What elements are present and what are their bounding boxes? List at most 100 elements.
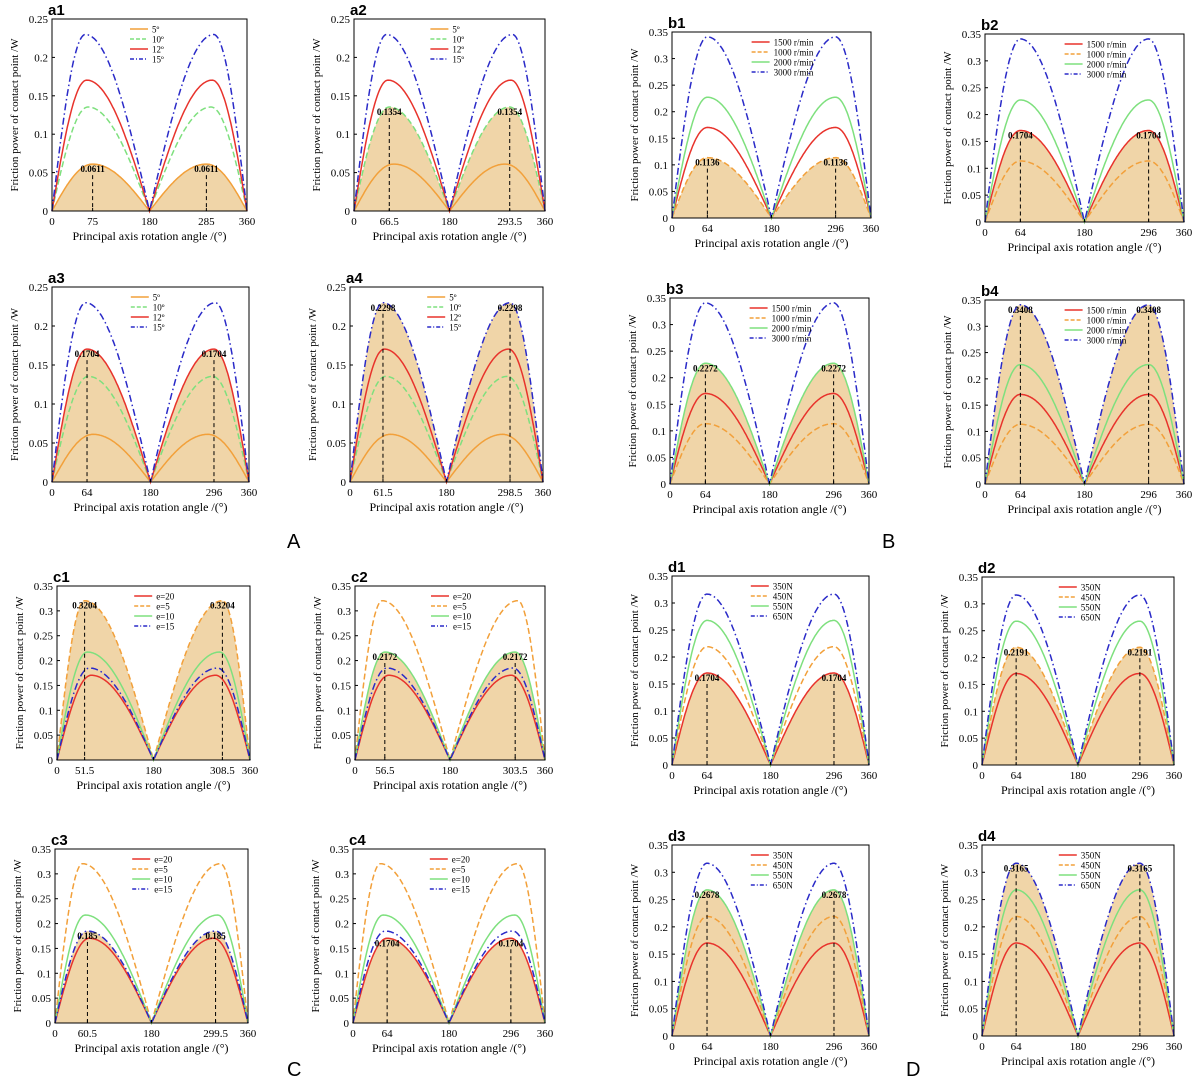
ytick-label-b1-0: 0 <box>663 213 669 225</box>
peak-label-b1-0: 0.1136 <box>695 158 720 168</box>
ytick-label-a4-1: 0.05 <box>327 438 347 450</box>
peak-label-a1-0: 0.0611 <box>80 164 105 174</box>
xlabel-b4: Principal axis rotation angle /(°) <box>1007 502 1161 516</box>
ytick-label-c3-2: 0.1 <box>37 968 51 980</box>
xtick-label-b2-1: 64 <box>1015 227 1027 239</box>
ytick-label-c4-6: 0.3 <box>335 869 349 881</box>
legend-label-c2-0: e=20 <box>453 592 472 602</box>
area-d4 <box>982 863 1174 1036</box>
panel-title-b2: b2 <box>981 17 999 34</box>
legend-label-d2-3: 650N <box>1081 613 1102 623</box>
peak-label-b4-1: 0.3408 <box>1136 305 1161 315</box>
ytick-label-d2-3: 0.15 <box>959 679 979 691</box>
panel-c3: 0 0.05 0.1 0.15 0.2 0.25 0.3 0.35 0 60.5 180 299.5 3… <box>12 832 257 1055</box>
ytick-label-c3-6: 0.3 <box>37 869 51 881</box>
panel-a4: 0 0.05 0.1 0.15 0.2 0.25 0 61.5 180 298.5 360 Princ… <box>307 270 552 514</box>
ytick-label-a1-1: 0.05 <box>29 168 49 180</box>
panel-c1: 0 0.05 0.1 0.15 0.2 0.25 0.3 0.35 0 51.5 180 308.5 3… <box>14 569 259 792</box>
peak-label-d1-0: 0.1704 <box>695 673 720 683</box>
xtick-label-a2-3: 293.5 <box>497 216 522 228</box>
ytick-label-b4-5: 0.25 <box>962 348 982 360</box>
xtick-label-c2-0: 0 <box>352 765 358 777</box>
xtick-label-c1-1: 51.5 <box>75 765 95 777</box>
peak-label-c4-1: 0.1704 <box>498 938 523 948</box>
xtick-label-d4-0: 0 <box>979 1041 985 1053</box>
xtick-label-b4-0: 0 <box>982 489 988 501</box>
panel-title-c2: c2 <box>351 569 368 586</box>
ytick-label-d3-2: 0.1 <box>654 976 668 988</box>
ytick-label-d1-5: 0.25 <box>649 625 669 637</box>
xtick-label-c1-2: 180 <box>145 765 162 777</box>
xtick-label-d1-1: 64 <box>702 770 714 782</box>
ytick-label-a3-1: 0.05 <box>29 438 49 450</box>
xtick-label-b2-2: 180 <box>1076 227 1093 239</box>
xlabel-c4: Principal axis rotation angle /(°) <box>372 1041 526 1055</box>
xtick-label-d4-1: 64 <box>1011 1041 1023 1053</box>
xtick-label-c2-4: 360 <box>537 765 554 777</box>
peak-label-a2-1: 0.1354 <box>497 107 522 117</box>
peak-label-d3-1: 0.2678 <box>822 890 847 900</box>
ytick-label-d1-2: 0.1 <box>654 706 668 718</box>
legend-label-c2-3: e=15 <box>453 622 472 632</box>
ytick-label-b2-1: 0.05 <box>962 190 982 202</box>
ytick-label-a2-0: 0 <box>345 206 351 218</box>
ytick-label-a1-5: 0.25 <box>29 14 49 26</box>
ytick-label-b4-7: 0.35 <box>962 295 982 307</box>
xtick-label-d3-4: 360 <box>861 1041 878 1053</box>
xtick-label-c3-2: 180 <box>143 1028 160 1040</box>
ytick-label-c1-5: 0.25 <box>34 631 54 643</box>
ytick-label-d4-0: 0 <box>973 1031 979 1043</box>
xtick-label-d1-0: 0 <box>669 770 675 782</box>
panel-d4: 0 0.05 0.1 0.15 0.2 0.25 0.3 0.35 0 64 180 296 360 Pr… <box>939 828 1183 1068</box>
xtick-label-b3-1: 64 <box>700 489 712 501</box>
ytick-label-b3-5: 0.25 <box>647 346 667 358</box>
legend-label-c4-3: e=15 <box>452 885 471 895</box>
ytick-label-b3-4: 0.2 <box>652 373 666 385</box>
legend-label-d4-1: 450N <box>1081 861 1102 871</box>
area-d3 <box>672 889 869 1036</box>
ytick-label-b3-1: 0.05 <box>647 452 667 464</box>
ytick-label-c3-5: 0.25 <box>32 894 52 906</box>
xtick-label-d1-3: 296 <box>826 770 843 782</box>
ytick-label-b1-5: 0.25 <box>649 80 669 92</box>
legend-label-d2-0: 350N <box>1081 583 1102 593</box>
legend-label-b3-2: 2000 r/min <box>772 324 812 334</box>
ytick-label-b4-3: 0.15 <box>962 400 982 412</box>
ytick-label-a4-4: 0.2 <box>332 321 346 333</box>
legend-label-d1-3: 650N <box>773 612 794 622</box>
panel-title-c4: c4 <box>349 832 366 849</box>
ytick-label-d1-1: 0.05 <box>649 733 669 745</box>
ylabel-c1: Friction power of contact point /W <box>14 596 26 750</box>
ytick-label-b1-4: 0.2 <box>654 107 668 119</box>
ytick-label-c1-2: 0.1 <box>39 705 53 717</box>
legend-label-a2-1: 10º <box>452 35 464 45</box>
legend-label-b3-1: 1000 r/min <box>772 314 812 324</box>
ytick-label-d1-3: 0.15 <box>649 679 669 691</box>
ytick-label-b1-2: 0.1 <box>654 160 668 172</box>
panel-title-c1: c1 <box>53 569 70 586</box>
panel-b2: 0 0.05 0.1 0.15 0.2 0.25 0.3 0.35 0 64 180 296 360 Pr… <box>942 17 1193 254</box>
ytick-label-c4-3: 0.15 <box>330 943 350 955</box>
xtick-label-b4-2: 180 <box>1076 489 1093 501</box>
series-line-c3-1 <box>54 862 249 1026</box>
xtick-label-b3-2: 180 <box>761 489 778 501</box>
ylabel-a1: Friction power of contact point /W <box>9 38 21 192</box>
legend-label-d1-2: 550N <box>773 602 794 612</box>
ytick-label-c2-3: 0.15 <box>332 680 352 692</box>
ytick-label-d4-3: 0.15 <box>959 949 979 961</box>
xtick-label-a4-4: 360 <box>535 487 552 499</box>
xtick-label-d1-2: 180 <box>762 770 779 782</box>
ytick-label-d2-0: 0 <box>973 760 979 772</box>
panel-title-a2: a2 <box>350 2 367 19</box>
ylabel-d3: Friction power of contact point /W <box>629 863 641 1017</box>
area-c3 <box>55 931 248 1023</box>
ytick-label-d3-7: 0.35 <box>649 840 669 852</box>
legend-label-c1-1: e=5 <box>156 602 170 612</box>
xtick-label-a1-0: 0 <box>49 216 55 228</box>
legend-label-a1-0: 5º <box>152 25 160 35</box>
